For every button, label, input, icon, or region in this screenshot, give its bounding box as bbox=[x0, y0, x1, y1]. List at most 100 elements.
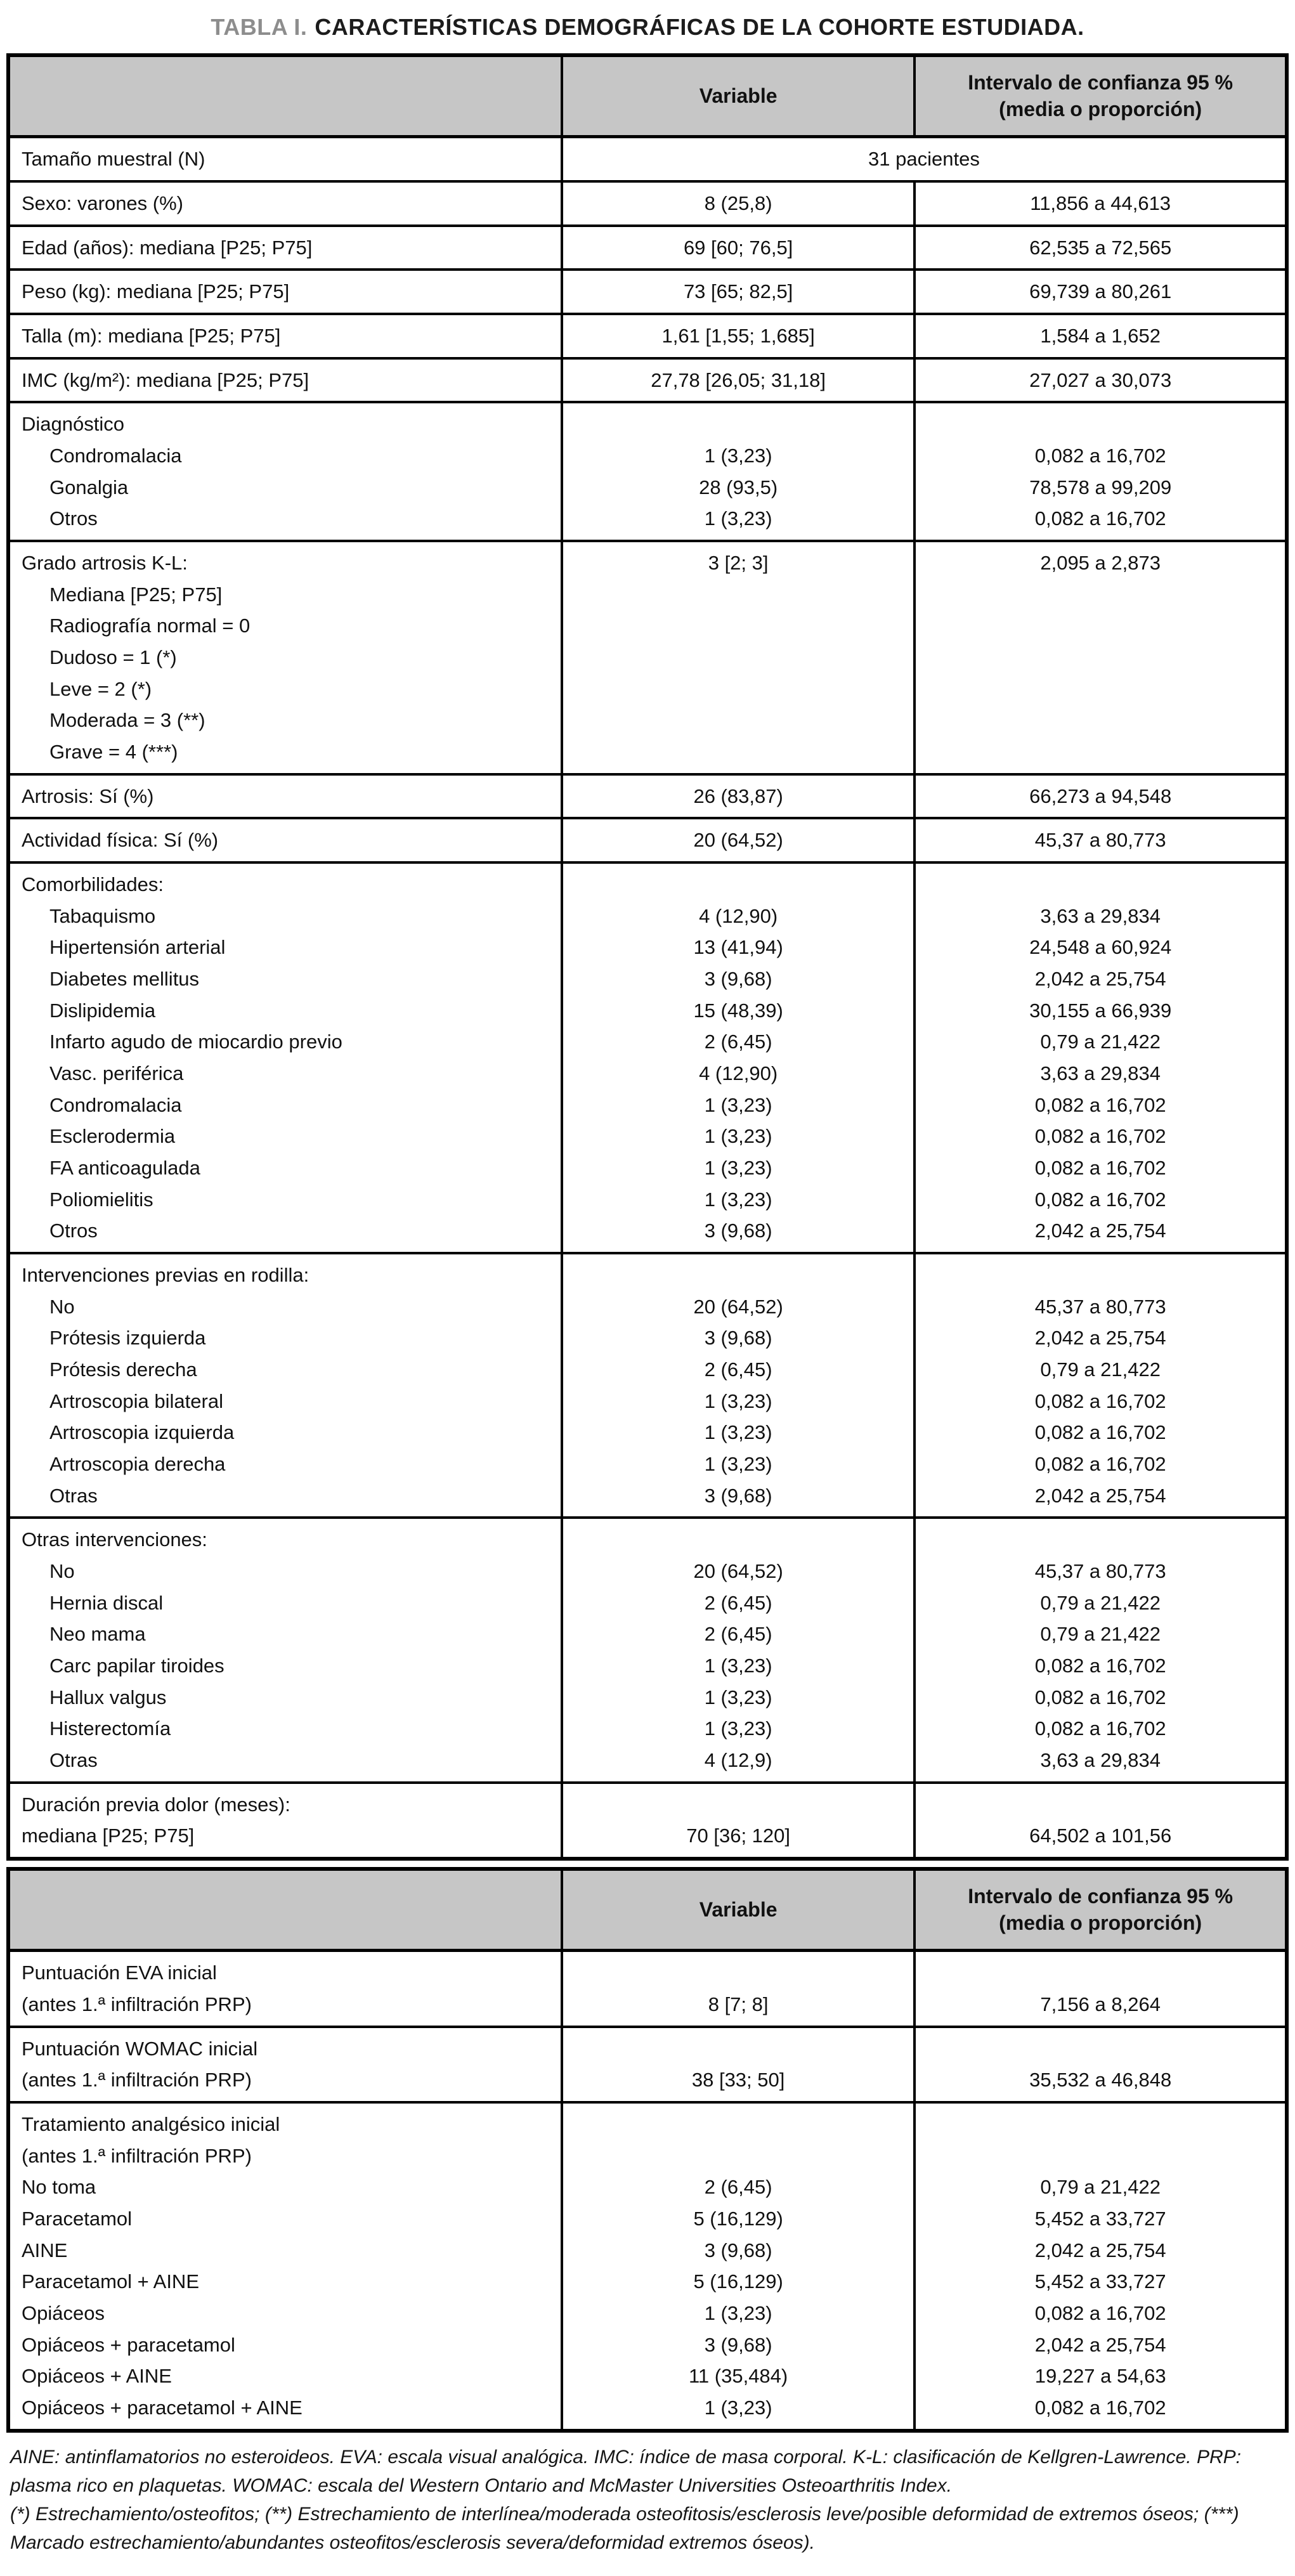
row-label-cell: Otras bbox=[49, 1484, 98, 1507]
header-cell-ci: Intervalo de confianza 95 % (media o pro… bbox=[913, 55, 1287, 139]
table-row: Otras 3 (9,68) 2,042 a 25,754 bbox=[8, 1480, 1287, 1518]
row-variable-cell: 8 [7; 8] bbox=[560, 1988, 915, 2027]
row-label-cell: Prótesis derecha bbox=[49, 1358, 197, 1381]
table-row: No 20 (64,52) 45,37 a 80,773 bbox=[8, 1556, 1287, 1587]
row-ci-cell: 2,042 a 25,754 bbox=[913, 2234, 1287, 2267]
row-label-cell: IMC (kg/m²): mediana [P25; P75] bbox=[8, 356, 562, 403]
table-row: Otros 3 (9,68) 2,042 a 25,754 bbox=[8, 1215, 1287, 1254]
table-row: Opiáceos + AINE 11 (35,484) 19,227 a 54,63 bbox=[8, 2360, 1287, 2393]
row-label-cell: Prótesis izquierda bbox=[49, 1327, 206, 1350]
row-label-cell: Puntuación WOMAC inicial bbox=[8, 2025, 562, 2065]
row-variable-cell: 4 (12,90) bbox=[560, 1057, 915, 1090]
row-label-cell: Edad (años): mediana [P25; P75] bbox=[8, 224, 562, 270]
demographics-table: Variable Intervalo de confianza 95 % (me… bbox=[6, 53, 1289, 1861]
row-variable-cell: 1 (3,23) bbox=[560, 2298, 915, 2329]
row-label-cell: Condromalacia bbox=[49, 1093, 182, 1116]
table-row: Talla (m): mediana [P25; P75] 1,61 [1,55;… bbox=[8, 312, 1287, 358]
table-row: Diagnóstico bbox=[8, 401, 1287, 440]
table-row: Vasc. periférica 4 (12,90) 3,63 a 29,834 bbox=[8, 1057, 1287, 1090]
row-ci-cell: 78,578 a 99,209 bbox=[913, 471, 1287, 504]
row-label-cell: Tabaquismo bbox=[49, 904, 156, 927]
row-ci-cell bbox=[913, 1949, 1287, 1989]
row-variable-cell: 1 (3,23) bbox=[560, 1183, 915, 1216]
row-ci-cell: 0,082 a 16,702 bbox=[913, 439, 1287, 472]
header-row: Variable Intervalo de confianza 95 % (me… bbox=[8, 1869, 1287, 1953]
table-row: IMC (kg/m²): mediana [P25; P75] 27,78 [26… bbox=[8, 356, 1287, 403]
row-label-cell: (antes 1.ª infiltración PRP) bbox=[22, 1993, 252, 2015]
row-ci-cell: 45,37 a 80,773 bbox=[913, 1291, 1287, 1323]
row-ci-cell bbox=[913, 861, 1287, 901]
table-row: Tratamiento analgésico inicial bbox=[8, 2100, 1287, 2140]
row-label-cell: Opiáceos + paracetamol + AINE bbox=[22, 2397, 303, 2419]
table-row: Artroscopia bilateral 1 (3,23) 0,082 a 16,… bbox=[8, 1385, 1287, 1417]
row-ci-cell: 0,082 a 16,702 bbox=[913, 1448, 1287, 1480]
header-cell-ci: Intervalo de confianza 95 % (media o pro… bbox=[913, 1869, 1287, 1953]
row-ci-cell bbox=[913, 736, 1287, 774]
row-ci-cell: 7,156 a 8,264 bbox=[913, 1988, 1287, 2027]
row-label-cell: Opiáceos + paracetamol bbox=[22, 2333, 235, 2356]
scores-table-header: Variable Intervalo de confianza 95 % (me… bbox=[8, 1869, 1287, 1953]
footnote-abbreviations: AINE: antinflamatorios no esteroideos. E… bbox=[10, 2446, 1241, 2496]
row-label-cell: Intervenciones previas en rodilla: bbox=[8, 1252, 562, 1291]
row-label-cell: Talla (m): mediana [P25; P75] bbox=[8, 312, 562, 358]
row-variable-cell: 3 (9,68) bbox=[560, 2329, 915, 2361]
row-label-cell: Carc papilar tiroides bbox=[49, 1655, 225, 1677]
row-label-cell: (antes 1.ª infiltración PRP) bbox=[22, 2144, 252, 2167]
row-label-cell: Artroscopia bilateral bbox=[49, 1389, 223, 1412]
footnotes: AINE: antinflamatorios no esteroideos. E… bbox=[6, 2443, 1289, 2557]
row-variable-cell bbox=[560, 641, 915, 673]
header-cell-variable: Variable bbox=[560, 1869, 915, 1953]
row-variable-cell: 11 (35,484) bbox=[560, 2360, 915, 2393]
row-label-cell: Grave = 4 (***) bbox=[49, 740, 178, 763]
row-label-cell: FA anticoagulada bbox=[49, 1157, 200, 1179]
table-row: Carc papilar tiroides 1 (3,23) 0,082 a 16,… bbox=[8, 1650, 1287, 1682]
row-label-cell: Dudoso = 1 (*) bbox=[49, 646, 177, 668]
row-label-cell: Artroscopia izquierda bbox=[49, 1421, 235, 1444]
table-row: Otras intervenciones: bbox=[8, 1516, 1287, 1556]
row-variable-cell: 8 (25,8) bbox=[560, 179, 915, 226]
row-variable-cell bbox=[560, 1781, 915, 1821]
table-row: No 20 (64,52) 45,37 a 80,773 bbox=[8, 1291, 1287, 1323]
row-variable-cell bbox=[560, 1516, 915, 1556]
row-ci-cell: 2,042 a 25,754 bbox=[913, 1322, 1287, 1355]
table-row: Mediana [P25; P75] bbox=[8, 578, 1287, 611]
row-ci-cell: 2,095 a 2,873 bbox=[913, 539, 1287, 579]
row-ci-cell: 0,082 a 16,702 bbox=[913, 1152, 1287, 1184]
row-variable-cell: 13 (41,94) bbox=[560, 932, 915, 963]
table-row: Paracetamol 5 (16,129) 5,452 a 33,727 bbox=[8, 2203, 1287, 2235]
table-row: Infarto agudo de miocardio previo 2 (6,45… bbox=[8, 1026, 1287, 1058]
row-variable-cell: 73 [65; 82,5] bbox=[560, 268, 915, 314]
row-ci-cell: 0,082 a 16,702 bbox=[913, 1417, 1287, 1449]
row-label-cell: AINE bbox=[22, 2239, 68, 2261]
row-label-cell: Tratamiento analgésico inicial bbox=[8, 2100, 562, 2140]
row-label-cell: Condromalacia bbox=[49, 444, 182, 467]
row-label-cell: Moderada = 3 (**) bbox=[49, 709, 205, 732]
row-ci-cell: 0,082 a 16,702 bbox=[913, 2392, 1287, 2431]
table-row: Peso (kg): mediana [P25; P75] 73 [65; 82,… bbox=[8, 268, 1287, 314]
row-variable-cell: 4 (12,90) bbox=[560, 900, 915, 932]
row-ci-cell: 0,082 a 16,702 bbox=[913, 2298, 1287, 2329]
row-variable-cell: 2 (6,45) bbox=[560, 1354, 915, 1386]
row-variable-cell bbox=[560, 2100, 915, 2140]
row-variable-cell bbox=[560, 2140, 915, 2172]
row-ci-cell: 0,082 a 16,702 bbox=[913, 1385, 1287, 1417]
header-ci-line1: Intervalo de confianza 95 % bbox=[968, 71, 1233, 94]
row-label-cell: Artrosis: Sí (%) bbox=[8, 772, 562, 819]
row-label-cell: (antes 1.ª infiltración PRP) bbox=[22, 2069, 252, 2091]
row-ci-cell: 2,042 a 25,754 bbox=[913, 963, 1287, 995]
row-label-cell: Dislipidemia bbox=[49, 999, 156, 1022]
row-variable-cell: 1 (3,23) bbox=[560, 1448, 915, 1480]
header-cell-variable: Variable bbox=[560, 55, 915, 139]
table-row: (antes 1.ª infiltración PRP) 38 [33; 50] 3… bbox=[8, 2064, 1287, 2102]
row-variable-cell bbox=[560, 401, 915, 440]
table-row: mediana [P25; P75] 70 [36; 120] 64,502 a 1… bbox=[8, 1820, 1287, 1859]
row-label-cell: Otros bbox=[49, 1220, 98, 1242]
row-ci-cell: 0,79 a 21,422 bbox=[913, 2171, 1287, 2203]
row-variable-cell bbox=[560, 1949, 915, 1989]
table-row: Condromalacia 1 (3,23) 0,082 a 16,702 bbox=[8, 1089, 1287, 1121]
row-variable-cell: 4 (12,9) bbox=[560, 1745, 915, 1783]
row-variable-cell: 3 (9,68) bbox=[560, 1322, 915, 1355]
row-variable-cell: 1 (3,23) bbox=[560, 439, 915, 472]
row-variable-cell: 3 (9,68) bbox=[560, 1215, 915, 1254]
row-variable-cell: 20 (64,52) bbox=[560, 1556, 915, 1587]
